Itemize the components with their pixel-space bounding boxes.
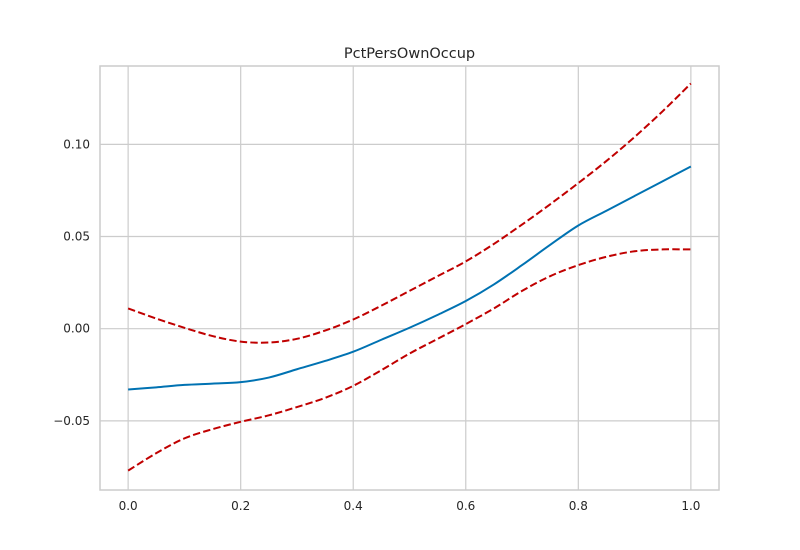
plot-frame — [99, 65, 720, 491]
x-tick-label: 0.4 — [344, 499, 363, 513]
estimate-line — [128, 165, 692, 391]
x-tick-label: 0.6 — [456, 499, 475, 513]
grid-lines — [100, 66, 719, 490]
series-layer — [127, 82, 692, 472]
x-tick-label: 0.8 — [569, 499, 588, 513]
x-axis-ticks: 0.0 0.2 0.4 0.6 0.8 1.0 — [119, 499, 701, 513]
chart-title: PctPersOwnOccup — [344, 46, 475, 62]
x-tick-label: 0.0 — [119, 499, 138, 513]
y-tick-label: 0.10 — [63, 137, 90, 151]
x-tick-label: 0.2 — [231, 499, 250, 513]
y-tick-label: 0.05 — [63, 230, 90, 244]
y-tick-label: 0.00 — [63, 322, 90, 336]
x-tick-label: 1.0 — [681, 499, 700, 513]
y-axis-ticks: −0.05 0.00 0.05 0.10 — [53, 137, 90, 428]
upper-confidence-line — [127, 82, 692, 344]
y-tick-label: −0.05 — [53, 414, 90, 428]
